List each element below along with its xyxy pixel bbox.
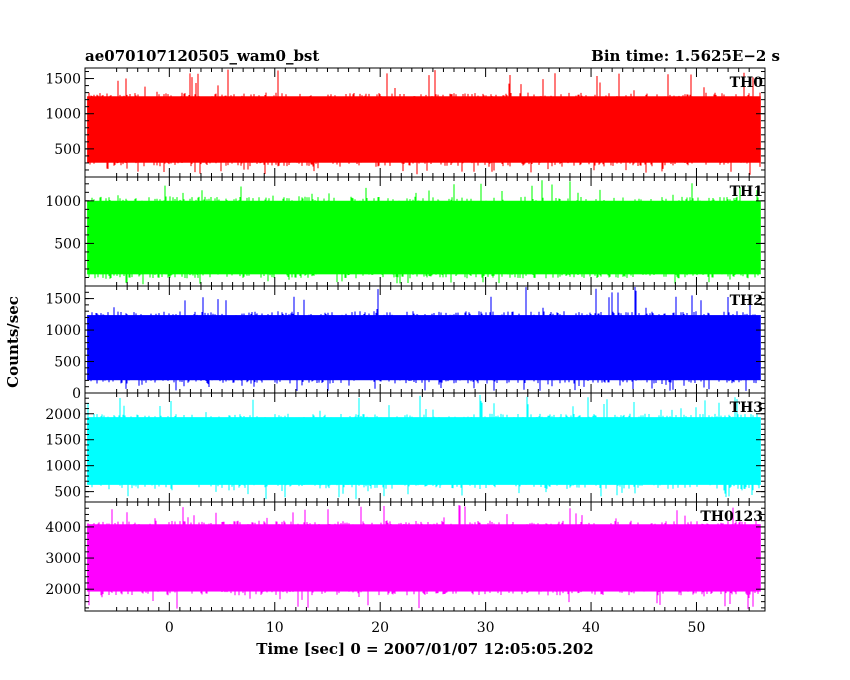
y-tick-label: 500	[54, 236, 81, 252]
y-tick-label: 1500	[45, 72, 81, 88]
x-axis-label: Time [sec] 0 = 2007/01/07 12:05:05.202	[256, 640, 593, 658]
y-tick-label: 4000	[45, 520, 81, 536]
panel-th1: 500 1000 TH1	[45, 176, 766, 287]
panel-frame	[84, 501, 766, 612]
panel-label: TH3	[730, 400, 763, 416]
x-tick-label: 20	[371, 620, 389, 636]
y-tick-label: 3000	[45, 551, 81, 567]
panels-group: 500 1000 1500 TH0 500 1000 TH1 0 500 1000 1500 TH2 5…	[45, 67, 766, 612]
x-tick-label: 30	[477, 620, 495, 636]
y-tick-label: 1000	[45, 459, 81, 475]
trace-core-th0123	[87, 524, 761, 592]
y-tick-label: 500	[54, 355, 81, 371]
x-tick-label: 0	[165, 620, 174, 636]
x-tick-label: 10	[266, 620, 284, 636]
panel-th0: 500 1000 1500 TH0	[45, 67, 766, 178]
y-tick-label: 500	[54, 142, 81, 158]
panel-th3: 500 1000 1500 2000 TH3	[45, 392, 766, 503]
y-tick-label: 1500	[45, 292, 81, 308]
y-axis-label: Counts/sec	[4, 296, 22, 388]
figure-title: ae070107120505_wam0_bst	[85, 47, 319, 65]
panel-label: TH0	[730, 75, 764, 91]
panel-label: TH2	[730, 293, 763, 309]
bin-time-label: Bin time: 1.5625E−2 s	[591, 47, 780, 65]
trace-core-th3	[87, 417, 761, 485]
panel-label: TH1	[730, 184, 763, 200]
trace-core-th0	[87, 96, 761, 163]
x-tick-label: 50	[688, 620, 706, 636]
panel-label: TH0123	[700, 509, 763, 525]
y-tick-label: 1000	[45, 107, 81, 123]
trace-core-th1	[87, 200, 761, 275]
y-tick-label: 2000	[45, 582, 81, 598]
y-tick-label: 2000	[45, 407, 81, 423]
y-tick-label: 1500	[45, 433, 81, 449]
y-tick-label: 0	[72, 386, 81, 402]
x-tick-label: 40	[582, 620, 600, 636]
y-tick-label: 1000	[45, 194, 81, 210]
y-tick-label: 1000	[45, 323, 81, 339]
panel-th2: 0 500 1000 1500 TH2	[45, 285, 766, 402]
x-axis: 0 10 20 30 40 50	[165, 620, 706, 636]
panel-th0123: 2000 3000 4000 TH0123	[45, 501, 766, 612]
trace-core-th2	[87, 315, 761, 381]
y-tick-label: 500	[54, 485, 81, 501]
